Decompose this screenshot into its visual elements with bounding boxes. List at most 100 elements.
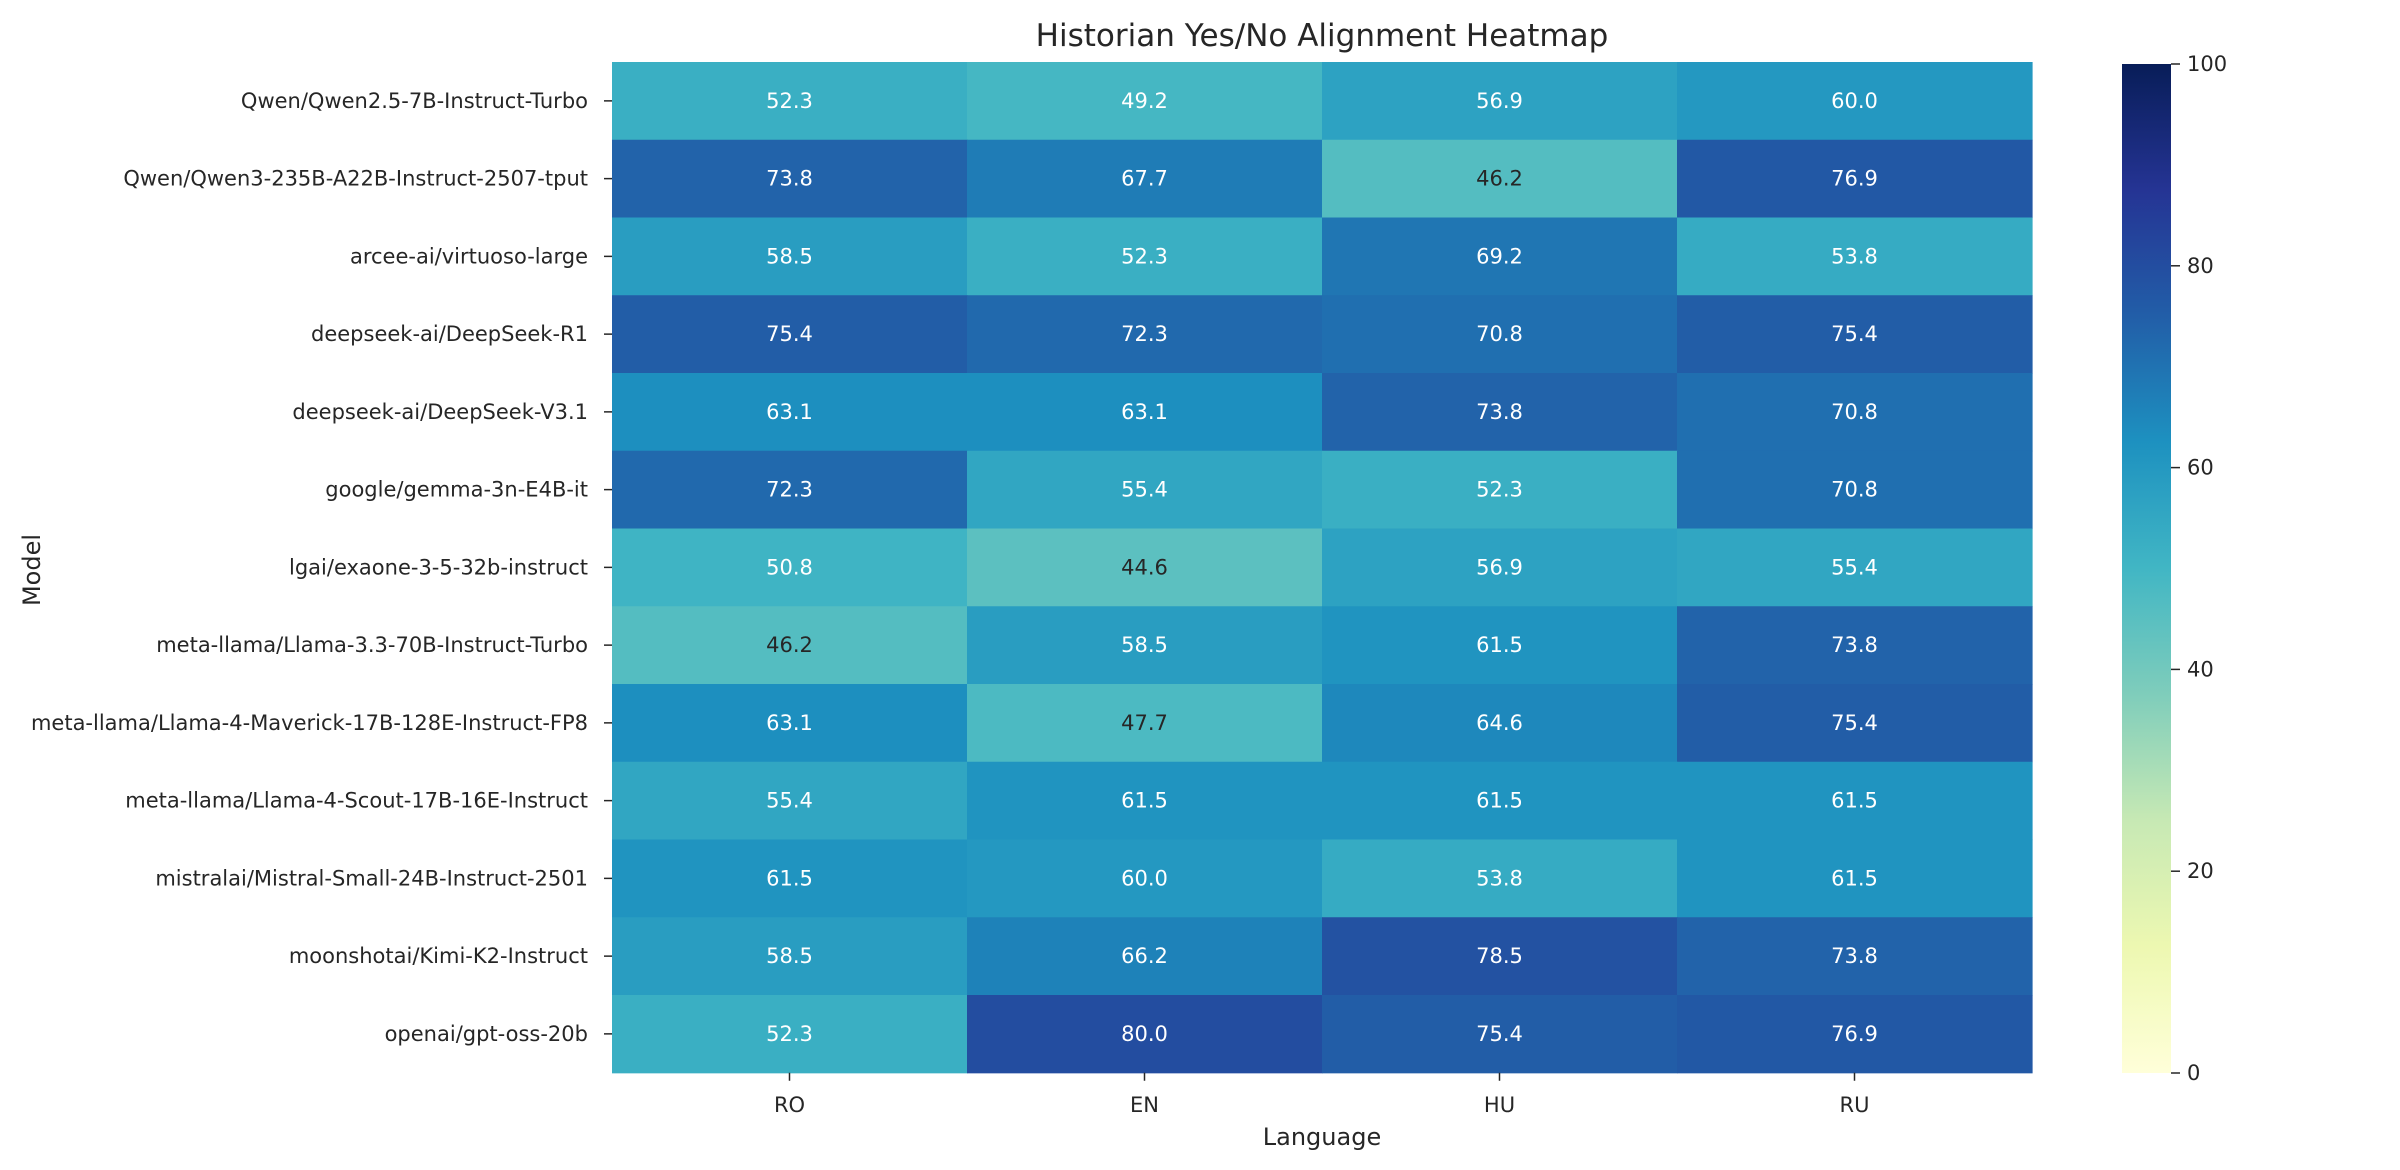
cell-value-label: 69.2 <box>1476 244 1523 268</box>
cell-value-label: 66.2 <box>1121 944 1168 968</box>
cell-value-label: 46.2 <box>1476 167 1523 191</box>
heatmap-cell <box>612 528 968 607</box>
heatmap-cell <box>967 606 1323 685</box>
heatmap-cell <box>1677 839 2033 918</box>
colorbar: 0 20 40 60 80 100 <box>2122 52 2227 1085</box>
cell-value-label: 80.0 <box>1121 1022 1168 1046</box>
cell-value-label: 75.4 <box>766 322 813 346</box>
cell-value-label: 63.1 <box>766 711 813 735</box>
cell-value-label: 73.8 <box>766 167 813 191</box>
heatmap-cell <box>612 139 968 219</box>
heatmap-cell <box>967 528 1323 607</box>
y-tick-label: mistralai/Mistral-Small-24B-Instruct-250… <box>155 866 588 890</box>
cell-value-label: 61.5 <box>1121 789 1168 813</box>
cell-value-label: 55.4 <box>1121 478 1168 502</box>
cell-value-label: 63.1 <box>766 400 813 424</box>
colorbar-tick-label: 100 <box>2187 52 2227 76</box>
cell-value-label: 52.3 <box>1121 244 1168 268</box>
cell-value-label: 47.7 <box>1121 711 1168 735</box>
colorbar-tick-label: 80 <box>2187 254 2214 278</box>
heatmap-cell <box>612 684 968 763</box>
y-tick-label: deepseek-ai/DeepSeek-R1 <box>311 322 588 346</box>
heatmap-cell <box>612 761 968 841</box>
heatmap-cell <box>1322 139 1678 219</box>
heatmap-cell <box>612 373 968 452</box>
cell-value-label: 60.0 <box>1831 89 1878 113</box>
y-tick-label: arcee-ai/virtuoso-large <box>350 244 588 268</box>
cell-value-label: 75.4 <box>1831 711 1878 735</box>
y-tick-label: openai/gpt-oss-20b <box>385 1022 588 1046</box>
heatmap-cell <box>1677 995 2033 1074</box>
heatmap-cell <box>967 217 1323 296</box>
cell-value-label: 56.9 <box>1476 555 1523 579</box>
colorbar-tick-label: 20 <box>2187 859 2214 883</box>
x-tick-label: RU <box>1840 1093 1870 1117</box>
cell-value-label: 52.3 <box>1476 478 1523 502</box>
cell-value-label: 61.5 <box>1831 866 1878 890</box>
chart-title: Historian Yes/No Alignment Heatmap <box>1036 18 1609 54</box>
heatmap-cell <box>967 139 1323 219</box>
cell-value-label: 64.6 <box>1476 711 1523 735</box>
heatmap-cell <box>612 995 968 1074</box>
heatmap-cell <box>967 295 1323 374</box>
cell-value-label: 46.2 <box>766 633 813 657</box>
cell-value-label: 44.6 <box>1121 555 1168 579</box>
cell-value-label: 73.8 <box>1831 633 1878 657</box>
heatmap-cell <box>1322 995 1678 1074</box>
cell-value-label: 76.9 <box>1831 1022 1878 1046</box>
cell-value-label: 60.0 <box>1121 866 1168 890</box>
heatmap-cell <box>612 217 968 296</box>
y-tick-label: meta-llama/Llama-3.3-70B-Instruct-Turbo <box>156 633 588 657</box>
heatmap-cell <box>1322 917 1678 996</box>
heatmap-cell <box>967 917 1323 996</box>
heatmap-cell <box>1322 761 1678 841</box>
cell-value-label: 52.3 <box>766 89 813 113</box>
heatmap-cell <box>1677 217 2033 296</box>
y-axis-label: Model <box>18 534 46 606</box>
x-tick-label: HU <box>1484 1093 1515 1117</box>
y-tick-label: google/gemma-3n-E4B-it <box>325 478 588 502</box>
y-tick-label: Qwen/Qwen2.5-7B-Instruct-Turbo <box>241 89 588 113</box>
colorbar-tick-label: 40 <box>2187 657 2214 681</box>
y-tick-label: lgai/exaone-3-5-32b-instruct <box>289 555 588 579</box>
heatmap-cell <box>612 606 968 685</box>
cell-value-label: 52.3 <box>766 1022 813 1046</box>
heatmap-cell <box>612 62 968 141</box>
cell-value-label: 75.4 <box>1831 322 1878 346</box>
cell-value-label: 73.8 <box>1831 944 1878 968</box>
y-tick-label: deepseek-ai/DeepSeek-V3.1 <box>292 400 588 424</box>
heatmap-cell <box>1322 839 1678 918</box>
heatmap-cell <box>1322 606 1678 685</box>
heatmap-cell <box>1322 684 1678 763</box>
colorbar-ticks: 0 20 40 60 80 100 <box>2171 52 2227 1085</box>
y-tick-labels: Qwen/Qwen2.5-7B-Instruct-Turbo Qwen/Qwen3… <box>31 89 612 1046</box>
heatmap-cell <box>1677 450 2033 530</box>
heatmap-cells: 52.3 49.2 56.9 60.0 73.8 67.7 46.2 76.9 58.5 52.3… <box>612 62 2033 1074</box>
heatmap-cell <box>1677 761 2033 841</box>
cell-value-label: 61.5 <box>1831 789 1878 813</box>
cell-value-label: 78.5 <box>1476 944 1523 968</box>
cell-value-label: 72.3 <box>766 478 813 502</box>
x-tick-labels: RO EN HU RU <box>774 1072 1870 1117</box>
cell-value-label: 53.8 <box>1831 244 1878 268</box>
cell-value-label: 70.8 <box>1476 322 1523 346</box>
cell-value-label: 72.3 <box>1121 322 1168 346</box>
y-tick-label: meta-llama/Llama-4-Scout-17B-16E-Instruc… <box>125 789 588 813</box>
heatmap-cell <box>612 295 968 374</box>
x-axis-label: Language <box>1263 1123 1381 1151</box>
cell-value-label: 55.4 <box>766 789 813 813</box>
heatmap-cell <box>1677 917 2033 996</box>
cell-value-label: 61.5 <box>1476 789 1523 813</box>
cell-value-label: 70.8 <box>1831 400 1878 424</box>
heatmap-cell <box>967 62 1323 141</box>
x-tick-label: EN <box>1130 1093 1159 1117</box>
heatmap-cell <box>967 450 1323 530</box>
cell-value-label: 58.5 <box>1121 633 1168 657</box>
cell-value-label: 53.8 <box>1476 866 1523 890</box>
y-tick-label: Qwen/Qwen3-235B-A22B-Instruct-2507-tput <box>123 167 588 191</box>
heatmap-cell <box>1322 528 1678 607</box>
heatmap-cell <box>612 839 968 918</box>
cell-value-label: 73.8 <box>1476 400 1523 424</box>
cell-value-label: 49.2 <box>1121 89 1168 113</box>
